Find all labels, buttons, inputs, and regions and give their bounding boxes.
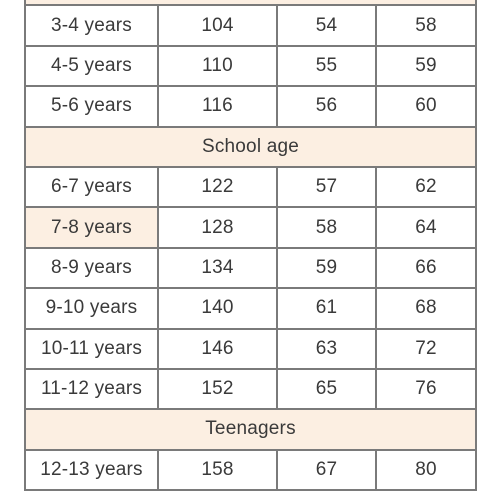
age-range-cell: 6-7 years (24, 165, 159, 209)
section-header-label: School age (24, 125, 477, 168)
chest-cell: 58 (276, 206, 377, 249)
age-range-cell: 10-11 years (24, 327, 159, 370)
waist-cell: 62 (375, 165, 477, 209)
age-range-cell: 8-9 years (24, 246, 159, 290)
height-cell: 146 (157, 327, 278, 370)
table-row: 10-11 years 146 63 72 (24, 327, 477, 370)
waist-cell: 72 (375, 327, 477, 370)
age-range-cell: 3-4 years (24, 4, 159, 47)
waist-cell: 66 (375, 246, 477, 290)
table-row: 11-12 years 152 65 76 (24, 367, 477, 411)
chest-cell: 59 (276, 246, 377, 290)
age-range-cell: 5-6 years (24, 85, 159, 128)
height-cell: 158 (157, 448, 278, 492)
section-header-label: Teenagers (24, 408, 477, 451)
table-row: 6-7 years 122 57 62 (24, 165, 477, 209)
chest-cell: 56 (276, 85, 377, 128)
chest-cell: 63 (276, 327, 377, 370)
height-cell: 128 (157, 206, 278, 249)
chest-cell: 65 (276, 367, 377, 411)
chest-cell: 61 (276, 287, 377, 330)
table-row: 9-10 years 140 61 68 (24, 287, 477, 330)
table-row: 7-8 years 128 58 64 (24, 206, 477, 249)
age-range-cell: 7-8 years (24, 206, 159, 249)
waist-cell: 60 (375, 85, 477, 128)
waist-cell: 58 (375, 4, 477, 47)
table-row: 3-4 years 104 54 58 (24, 4, 477, 47)
age-range-cell: 12-13 years (24, 448, 159, 492)
table-row: 8-9 years 134 59 66 (24, 246, 477, 290)
section-header-row: Teenagers (24, 408, 477, 451)
waist-cell: 80 (375, 448, 477, 492)
waist-cell: 68 (375, 287, 477, 330)
height-cell: 104 (157, 4, 278, 47)
section-header-row: School age (24, 125, 477, 168)
chest-cell: 67 (276, 448, 377, 492)
table-row: 5-6 years 116 56 60 (24, 85, 477, 128)
height-cell: 116 (157, 85, 278, 128)
height-cell: 134 (157, 246, 278, 290)
height-cell: 152 (157, 367, 278, 411)
height-cell: 140 (157, 287, 278, 330)
section-header-row (24, 0, 477, 7)
table-body: 3-4 years 104 54 58 4-5 years 110 55 59 5-6 year… (24, 0, 477, 492)
table-row: 4-5 years 110 55 59 (24, 44, 477, 88)
chest-cell: 55 (276, 44, 377, 88)
age-range-cell: 11-12 years (24, 367, 159, 411)
size-table: 3-4 years 104 54 58 4-5 years 110 55 59 5-6 year… (24, 0, 477, 492)
height-cell: 122 (157, 165, 278, 209)
waist-cell: 64 (375, 206, 477, 249)
table-row: 12-13 years 158 67 80 (24, 448, 477, 492)
chest-cell: 57 (276, 165, 377, 209)
chest-cell: 54 (276, 4, 377, 47)
age-range-cell: 9-10 years (24, 287, 159, 330)
section-header-label (24, 0, 477, 7)
waist-cell: 76 (375, 367, 477, 411)
height-cell: 110 (157, 44, 278, 88)
waist-cell: 59 (375, 44, 477, 88)
age-range-cell: 4-5 years (24, 44, 159, 88)
